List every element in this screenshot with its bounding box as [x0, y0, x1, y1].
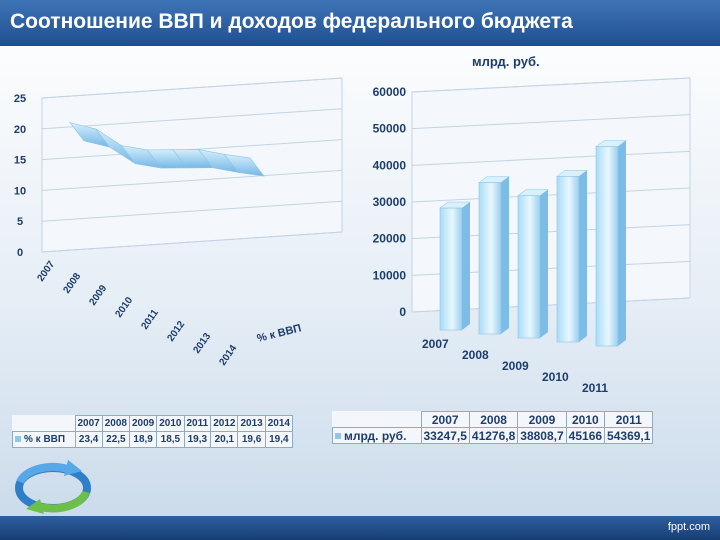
- right-gridline: [411, 150, 691, 166]
- x-tick-label: 2009: [502, 359, 529, 373]
- table-cell: 19,6: [237, 431, 266, 448]
- table-header-cell: 2010: [156, 415, 185, 432]
- title-bar: [0, 0, 720, 46]
- right-gridline: [411, 114, 691, 130]
- table-header-cell: 2012: [210, 415, 239, 432]
- right-gridline: [411, 77, 691, 93]
- table-legend-cell: млрд. руб.: [332, 427, 422, 444]
- right-chart-title: млрд. руб.: [472, 54, 540, 69]
- table-cell: 23,4: [74, 431, 103, 448]
- x-tick-label: 2009: [87, 283, 109, 308]
- y-tick-label: 10: [14, 185, 26, 197]
- table-header-cell: 2011: [183, 415, 212, 432]
- recycle-arrows-logo-icon: [15, 460, 91, 514]
- table-row: млрд. руб. 33247,5 41276,8 38808,7 45166…: [332, 427, 654, 444]
- y-tick-label: 30000: [373, 195, 407, 209]
- right-gridline: [411, 187, 691, 203]
- y-tick-label: 20: [14, 124, 26, 136]
- bar-side: [501, 176, 509, 334]
- left-gridline: [41, 200, 343, 222]
- table-header-cell: 2008: [101, 415, 131, 432]
- x-tick-label: 2008: [462, 348, 489, 362]
- table-header-cell: 2009: [517, 411, 567, 428]
- table-header-cell: 2007: [420, 411, 470, 428]
- slide-title: Соотношение ВВП и доходов федерального б…: [10, 10, 573, 33]
- x-tick-label: 2010: [542, 370, 569, 384]
- table-cell: 19,4: [264, 431, 293, 448]
- y-tick-label: 25: [14, 93, 26, 105]
- table-header-row: 2007 2008 2009 2010 2011: [333, 411, 654, 428]
- left-gridline: [41, 169, 343, 191]
- table-header-cell: 2009: [128, 415, 158, 432]
- table-legend-cell: % к ВВП: [12, 431, 76, 448]
- x-tick-label: 2014: [217, 343, 239, 368]
- y-tick-label: 5: [17, 216, 23, 228]
- legend-swatch: [15, 436, 21, 443]
- table-header-cell: 2007: [74, 415, 103, 432]
- bar-side: [462, 202, 470, 330]
- bar: [556, 176, 580, 343]
- bar-side: [618, 140, 626, 346]
- x-tick-label: 2010: [113, 295, 135, 320]
- footer-brand: fppt.com: [667, 521, 710, 533]
- left-gridline: [41, 77, 343, 99]
- table-header-row: 2007 2008 2009 2010 2011 2012 2013 2014: [13, 415, 293, 432]
- table-cell: 19,3: [183, 431, 212, 448]
- y-tick-label: 0: [17, 247, 23, 259]
- bar-side: [540, 189, 548, 338]
- y-tick-label: 15: [14, 155, 26, 167]
- table-cell: 41276,8: [468, 427, 519, 444]
- table-cell: 45166: [565, 427, 606, 444]
- left-ribbon: [69, 122, 265, 177]
- left-gridline: [41, 231, 343, 253]
- y-tick-label: 40000: [373, 158, 407, 172]
- y-tick-label: 60000: [373, 85, 407, 99]
- y-tick-label: 20000: [373, 232, 407, 246]
- x-tick-label: 2008: [61, 271, 83, 296]
- gdp-percent-table: 2007 2008 2009 2010 2011 2012 2013 2014 …: [12, 415, 293, 448]
- bar: [439, 207, 463, 331]
- bar-side: [579, 170, 587, 342]
- gdp-percent-chart: 0 5 10 15 20 25 2007 2008 2009 2010 2011 2012 2013 2…: [14, 77, 343, 368]
- table-header-cell: 2013: [237, 415, 266, 432]
- right-bars: [439, 140, 627, 347]
- table-cell: 18,5: [156, 431, 185, 448]
- legend-swatch: [335, 433, 341, 440]
- bottom-bar: [0, 516, 720, 540]
- bar: [595, 146, 619, 347]
- table-row-label: % к ВВП: [24, 434, 66, 445]
- table-cell: 54369,1: [604, 427, 654, 444]
- left-x-ticks: 2007 2008 2009 2010 2011 2012 2013 2014: [35, 259, 239, 368]
- bar: [517, 195, 541, 339]
- budget-revenue-chart: млрд. руб. 0 10000 20000 30000 40000 50000 600…: [373, 54, 691, 395]
- x-tick-label: 2012: [165, 319, 187, 344]
- table-row-label: млрд. руб.: [344, 428, 407, 443]
- table-cell: 20,1: [210, 431, 239, 448]
- table-cell: 22,5: [101, 431, 131, 448]
- table-cell: 33247,5: [420, 427, 470, 444]
- x-tick-label: 2011: [582, 381, 608, 395]
- x-tick-label: 2007: [35, 259, 57, 284]
- table-header-cell: 2010: [565, 411, 606, 428]
- table-row: % к ВВП 23,4 22,5 18,9 18,5 19,3 20,1 19…: [12, 431, 293, 448]
- bar: [478, 182, 502, 335]
- table-header-cell: 2014: [264, 415, 293, 432]
- left-y-ticks: 0 5 10 15 20 25: [14, 93, 26, 259]
- y-tick-label: 10000: [373, 268, 407, 282]
- y-tick-label: 50000: [373, 122, 407, 136]
- right-x-ticks: 2007 2008 2009 2010 2011: [422, 337, 608, 395]
- x-tick-label: 2013: [191, 331, 213, 356]
- table-cell: 18,9: [128, 431, 158, 448]
- ribbon-segment: [223, 153, 265, 177]
- left-gridline: [41, 108, 343, 130]
- right-y-ticks: 0 10000 20000 30000 40000 50000 60000: [373, 85, 407, 319]
- x-tick-label: 2011: [139, 307, 161, 331]
- table-header-cell: 2011: [604, 411, 654, 428]
- left-depth-axis-label: % к ВВП: [256, 322, 303, 345]
- y-tick-label: 0: [399, 305, 406, 319]
- table-header-cell: 2008: [468, 411, 519, 428]
- x-tick-label: 2007: [422, 337, 449, 351]
- budget-revenue-table: 2007 2008 2009 2010 2011 млрд. руб. 3324…: [332, 411, 654, 444]
- table-cell: 38808,7: [517, 427, 567, 444]
